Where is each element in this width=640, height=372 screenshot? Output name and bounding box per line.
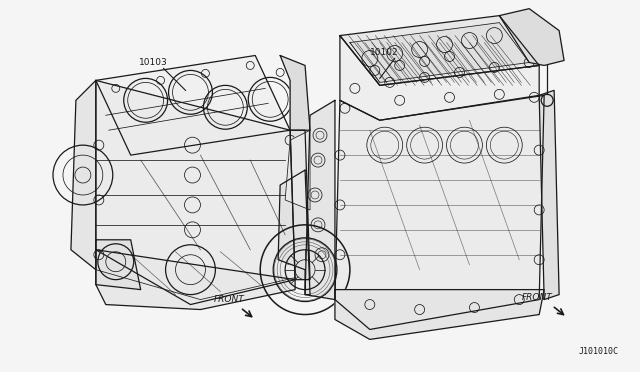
Polygon shape xyxy=(340,16,539,86)
Polygon shape xyxy=(499,9,564,65)
Polygon shape xyxy=(539,90,559,299)
Polygon shape xyxy=(350,23,529,82)
Polygon shape xyxy=(96,55,290,155)
Polygon shape xyxy=(335,95,544,330)
Polygon shape xyxy=(285,130,310,210)
Text: FRONT: FRONT xyxy=(213,295,244,304)
Text: FRONT: FRONT xyxy=(522,293,553,302)
Polygon shape xyxy=(278,170,310,295)
Polygon shape xyxy=(340,36,539,120)
Text: 10102: 10102 xyxy=(370,48,399,57)
Polygon shape xyxy=(335,290,544,339)
Polygon shape xyxy=(96,80,295,305)
Polygon shape xyxy=(96,240,141,290)
Polygon shape xyxy=(96,250,295,310)
Text: J101010C: J101010C xyxy=(579,347,619,356)
Polygon shape xyxy=(280,55,310,130)
Polygon shape xyxy=(290,130,310,280)
Polygon shape xyxy=(71,80,96,270)
Polygon shape xyxy=(305,100,335,299)
Text: 10103: 10103 xyxy=(139,58,168,67)
